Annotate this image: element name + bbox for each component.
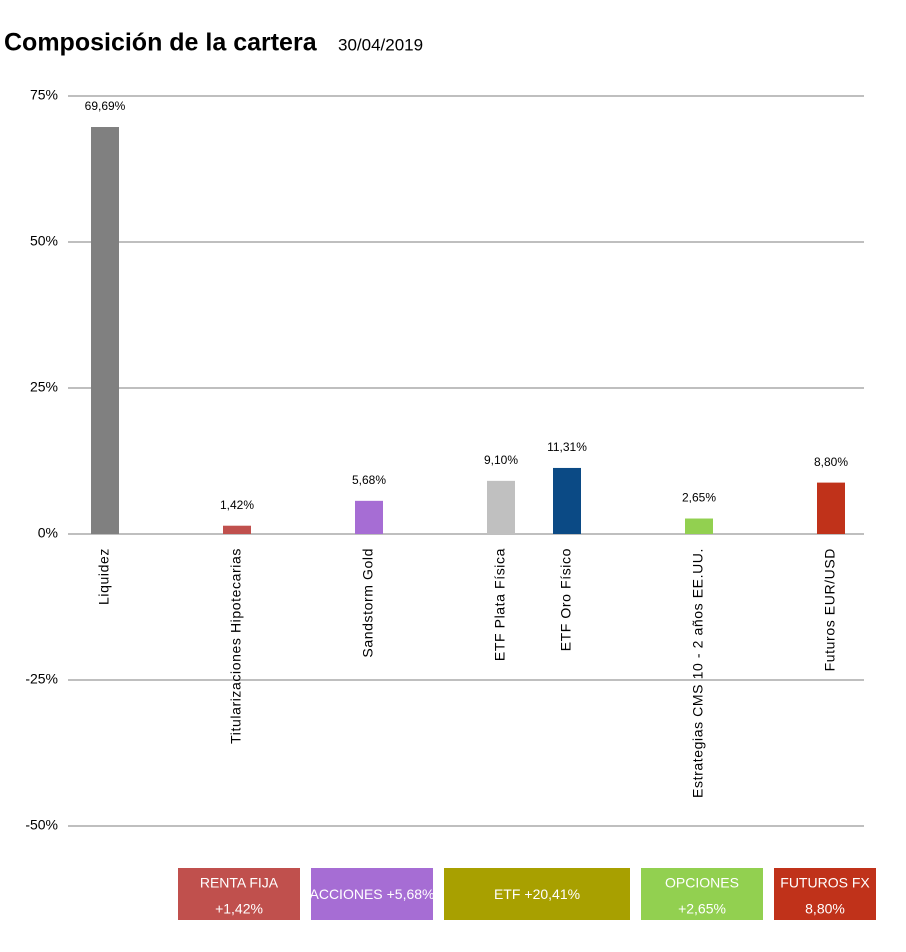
group-value: +1,42% xyxy=(215,901,263,917)
y-tick-label: 0% xyxy=(38,525,58,541)
group-box xyxy=(444,868,630,920)
y-tick-label: 75% xyxy=(30,87,58,103)
value-label: 8,80% xyxy=(814,455,848,469)
x-tick-label: Estrategias CMS 10 - 2 años EE.UU. xyxy=(690,548,706,798)
group-name: ACCIONES xyxy=(310,886,383,902)
group-value: 8,80% xyxy=(805,901,845,917)
group-value: +5,68% xyxy=(387,886,435,902)
bar xyxy=(817,482,845,534)
bar xyxy=(553,467,581,534)
bar xyxy=(223,525,251,534)
group-box xyxy=(178,868,300,920)
y-tick-label: 50% xyxy=(30,233,58,249)
chart-subtitle: 30/04/2019 xyxy=(338,35,423,54)
group-box xyxy=(774,868,876,920)
value-label: 5,68% xyxy=(352,473,386,487)
x-tick-label: ETF Plata Física xyxy=(492,548,508,661)
chart-title: Composición de la cartera xyxy=(4,29,318,57)
value-label: 11,31% xyxy=(547,440,587,454)
group-name: RENTA FIJA xyxy=(200,875,279,891)
group-box xyxy=(311,868,433,920)
x-tick-label: Futuros EUR/USD xyxy=(822,548,838,671)
group-box xyxy=(641,868,763,920)
group-value: +2,65% xyxy=(678,901,726,917)
value-label: 69,69% xyxy=(85,99,126,113)
x-tick-label: ETF Oro Físico xyxy=(558,548,574,651)
group-name: OPCIONES xyxy=(665,875,739,891)
group-value: +20,41% xyxy=(524,886,580,902)
bar xyxy=(487,480,515,534)
group-name: ETF xyxy=(494,886,520,902)
value-label: 1,42% xyxy=(220,498,254,512)
bar xyxy=(91,127,119,534)
group-name: FUTUROS FX xyxy=(780,875,870,891)
value-label: 9,10% xyxy=(484,453,518,467)
x-tick-label: Liquidez xyxy=(96,548,112,605)
group-text: ETF +20,41% xyxy=(494,886,580,902)
x-tick-label: Titularizaciones Hipotecarias xyxy=(228,548,244,744)
y-tick-label: -25% xyxy=(25,671,58,687)
value-label: 2,65% xyxy=(682,491,716,505)
x-tick-label: Sandstorm Gold xyxy=(360,548,376,658)
group-text: ACCIONES +5,68% xyxy=(310,886,435,902)
y-tick-label: -50% xyxy=(25,817,58,833)
bar xyxy=(685,518,713,534)
y-tick-label: 25% xyxy=(30,379,58,395)
bar xyxy=(355,500,383,534)
